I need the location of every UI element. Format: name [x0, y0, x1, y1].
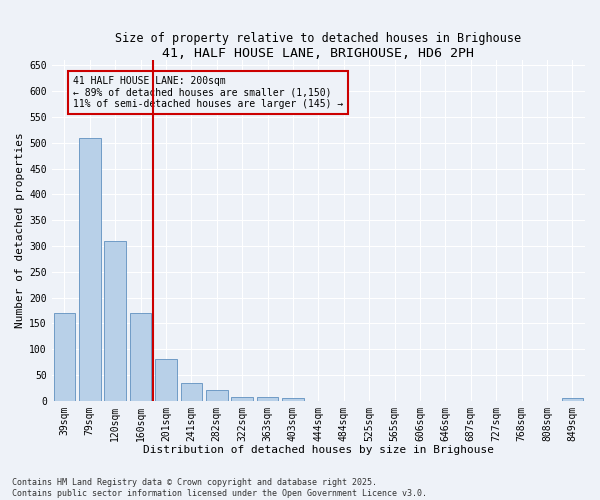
- Text: Contains HM Land Registry data © Crown copyright and database right 2025.
Contai: Contains HM Land Registry data © Crown c…: [12, 478, 427, 498]
- Bar: [282, 398, 304, 400]
- Bar: [53, 313, 75, 400]
- Y-axis label: Number of detached properties: Number of detached properties: [15, 132, 25, 328]
- Bar: [257, 396, 278, 400]
- Text: Size of property relative to detached houses in Brighouse: Size of property relative to detached ho…: [115, 32, 521, 45]
- Bar: [562, 398, 583, 400]
- Text: 41 HALF HOUSE LANE: 200sqm
← 89% of detached houses are smaller (1,150)
11% of s: 41 HALF HOUSE LANE: 200sqm ← 89% of deta…: [73, 76, 343, 109]
- Bar: [155, 360, 177, 401]
- Bar: [232, 396, 253, 400]
- Title: 41, HALF HOUSE LANE, BRIGHOUSE, HD6 2PH: 41, HALF HOUSE LANE, BRIGHOUSE, HD6 2PH: [163, 48, 475, 60]
- Bar: [79, 138, 101, 400]
- Bar: [104, 241, 126, 400]
- X-axis label: Distribution of detached houses by size in Brighouse: Distribution of detached houses by size …: [143, 445, 494, 455]
- Bar: [206, 390, 227, 400]
- Bar: [130, 313, 151, 400]
- Bar: [181, 382, 202, 400]
